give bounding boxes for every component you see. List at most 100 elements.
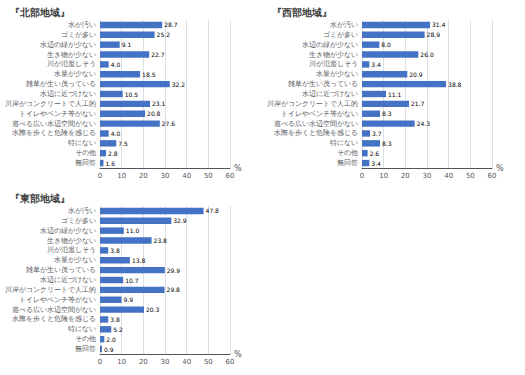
svg-text:28.7: 28.7 [164,21,178,28]
svg-text:その他: その他 [75,335,96,343]
svg-text:無回答: 無回答 [75,159,96,167]
svg-text:7.5: 7.5 [118,140,128,147]
svg-text:水量が少ない: 水量が少ない [316,70,358,78]
svg-text:水辺に近づけない: 水辺に近づけない [40,90,96,98]
svg-text:40: 40 [444,172,453,180]
svg-text:9.1: 9.1 [122,41,132,48]
svg-text:13.8: 13.8 [132,257,146,264]
svg-text:3.8: 3.8 [110,247,120,254]
svg-text:23.1: 23.1 [152,100,166,107]
svg-text:47.8: 47.8 [206,207,220,214]
svg-text:0.9: 0.9 [104,346,114,353]
svg-text:川岸がコンクリートで人工的: 川岸がコンクリートで人工的 [267,100,358,108]
svg-text:水が汚い: 水が汚い [68,207,96,215]
svg-text:60: 60 [226,358,235,366]
svg-text:生き物が少ない: 生き物が少ない [47,237,96,245]
svg-text:23.8: 23.8 [154,237,168,244]
svg-text:生き物が少ない: 生き物が少ない [309,51,358,59]
svg-text:3.4: 3.4 [371,160,381,167]
svg-text:10: 10 [117,358,126,366]
svg-text:31.4: 31.4 [432,21,446,28]
svg-text:26.0: 26.0 [420,51,434,58]
svg-text:無回答: 無回答 [75,345,96,353]
svg-text:20: 20 [139,172,148,180]
svg-text:雑草が生い茂っている: 雑草が生い茂っている [26,80,96,88]
svg-text:10: 10 [117,172,126,180]
svg-text:特にない: 特にない [330,139,358,147]
svg-text:水が汚い: 水が汚い [68,21,96,29]
svg-text:トイレやベンチ等がない: トイレやベンチ等がない [281,110,358,118]
svg-text:その他: その他 [75,149,96,157]
svg-text:40: 40 [182,358,191,366]
svg-text:川岸がコンクリートで人工的: 川岸がコンクリートで人工的 [5,100,96,108]
svg-text:遊べる広い水辺空間がない: 遊べる広い水辺空間がない [12,306,96,314]
svg-text:32.9: 32.9 [173,217,187,224]
svg-text:38.8: 38.8 [448,81,462,88]
svg-text:水量が少ない: 水量が少ない [54,70,96,78]
svg-text:8.3: 8.3 [382,110,392,117]
svg-text:20: 20 [401,172,410,180]
svg-text:川が氾濫しそう: 川が氾濫しそう [309,60,358,68]
svg-text:ゴミが多い: ゴミが多い [61,217,96,225]
svg-text:『北部地域』: 『北部地域』 [10,7,70,18]
svg-text:水辺に近づけない: 水辺に近づけない [40,276,96,284]
svg-text:特にない: 特にない [68,325,96,333]
svg-text:9.9: 9.9 [123,296,133,303]
svg-text:30: 30 [161,358,170,366]
svg-text:水量が少ない: 水量が少ない [54,256,96,264]
svg-text:2.6: 2.6 [370,150,380,157]
svg-text:水が汚い: 水が汚い [330,21,358,29]
svg-text:水辺の緑が少ない: 水辺の緑が少ない [40,227,96,235]
svg-text:%: % [234,350,242,359]
svg-text:%: % [496,164,504,173]
svg-text:50: 50 [204,358,213,366]
svg-text:8.3: 8.3 [382,140,392,147]
svg-text:3.8: 3.8 [110,316,120,323]
svg-text:20.8: 20.8 [147,110,161,117]
svg-text:雑草が生い茂っている: 雑草が生い茂っている [288,80,358,88]
svg-text:32.2: 32.2 [172,81,186,88]
svg-text:水辺の緑が少ない: 水辺の緑が少ない [40,41,96,49]
svg-text:川が氾濫しそう: 川が氾濫しそう [47,246,96,254]
svg-text:『西部地域』: 『西部地域』 [272,7,332,18]
svg-text:27.6: 27.6 [162,120,176,127]
svg-text:遊べる広い水辺空間がない: 遊べる広い水辺空間がない [12,120,96,128]
svg-text:2.8: 2.8 [108,150,118,157]
svg-text:20.9: 20.9 [409,71,423,78]
svg-text:水際を歩くと危険を感じる: 水際を歩くと危険を感じる [274,129,358,137]
svg-text:4.0: 4.0 [111,130,121,137]
svg-text:8.0: 8.0 [381,41,391,48]
svg-text:11.1: 11.1 [388,91,402,98]
svg-text:トイレやベンチ等がない: トイレやベンチ等がない [19,110,96,118]
svg-text:29.8: 29.8 [167,286,181,293]
svg-text:川が氾濫しそう: 川が氾濫しそう [47,60,96,68]
svg-text:29.9: 29.9 [167,267,181,274]
svg-text:30: 30 [423,172,432,180]
svg-text:60: 60 [488,172,497,180]
svg-text:水際を歩くと危険を感じる: 水際を歩くと危険を感じる [12,129,96,137]
svg-text:10.7: 10.7 [125,277,139,284]
svg-text:2.0: 2.0 [106,336,116,343]
svg-text:水辺に近づけない: 水辺に近づけない [302,90,358,98]
svg-text:11.0: 11.0 [126,227,140,234]
svg-text:50: 50 [466,172,475,180]
svg-text:50: 50 [204,172,213,180]
svg-text:水際を歩くと危険を感じる: 水際を歩くと危険を感じる [12,315,96,323]
svg-text:雑草が生い茂っている: 雑草が生い茂っている [26,266,96,274]
svg-text:『東部地域』: 『東部地域』 [10,193,70,204]
svg-text:25.2: 25.2 [157,31,171,38]
svg-text:%: % [234,164,242,173]
svg-text:遊べる広い水辺空間がない: 遊べる広い水辺空間がない [274,120,358,128]
svg-text:22.7: 22.7 [151,51,165,58]
svg-text:20.3: 20.3 [146,306,160,313]
svg-text:21.7: 21.7 [411,100,425,107]
svg-text:3.7: 3.7 [372,130,382,137]
svg-text:10.5: 10.5 [125,91,139,98]
svg-text:24.3: 24.3 [417,120,431,127]
svg-text:60: 60 [226,172,235,180]
svg-text:0: 0 [360,172,364,180]
svg-text:トイレやベンチ等がない: トイレやベンチ等がない [19,296,96,304]
svg-text:5.2: 5.2 [113,326,123,333]
svg-text:18.5: 18.5 [142,71,156,78]
svg-text:30: 30 [161,172,170,180]
